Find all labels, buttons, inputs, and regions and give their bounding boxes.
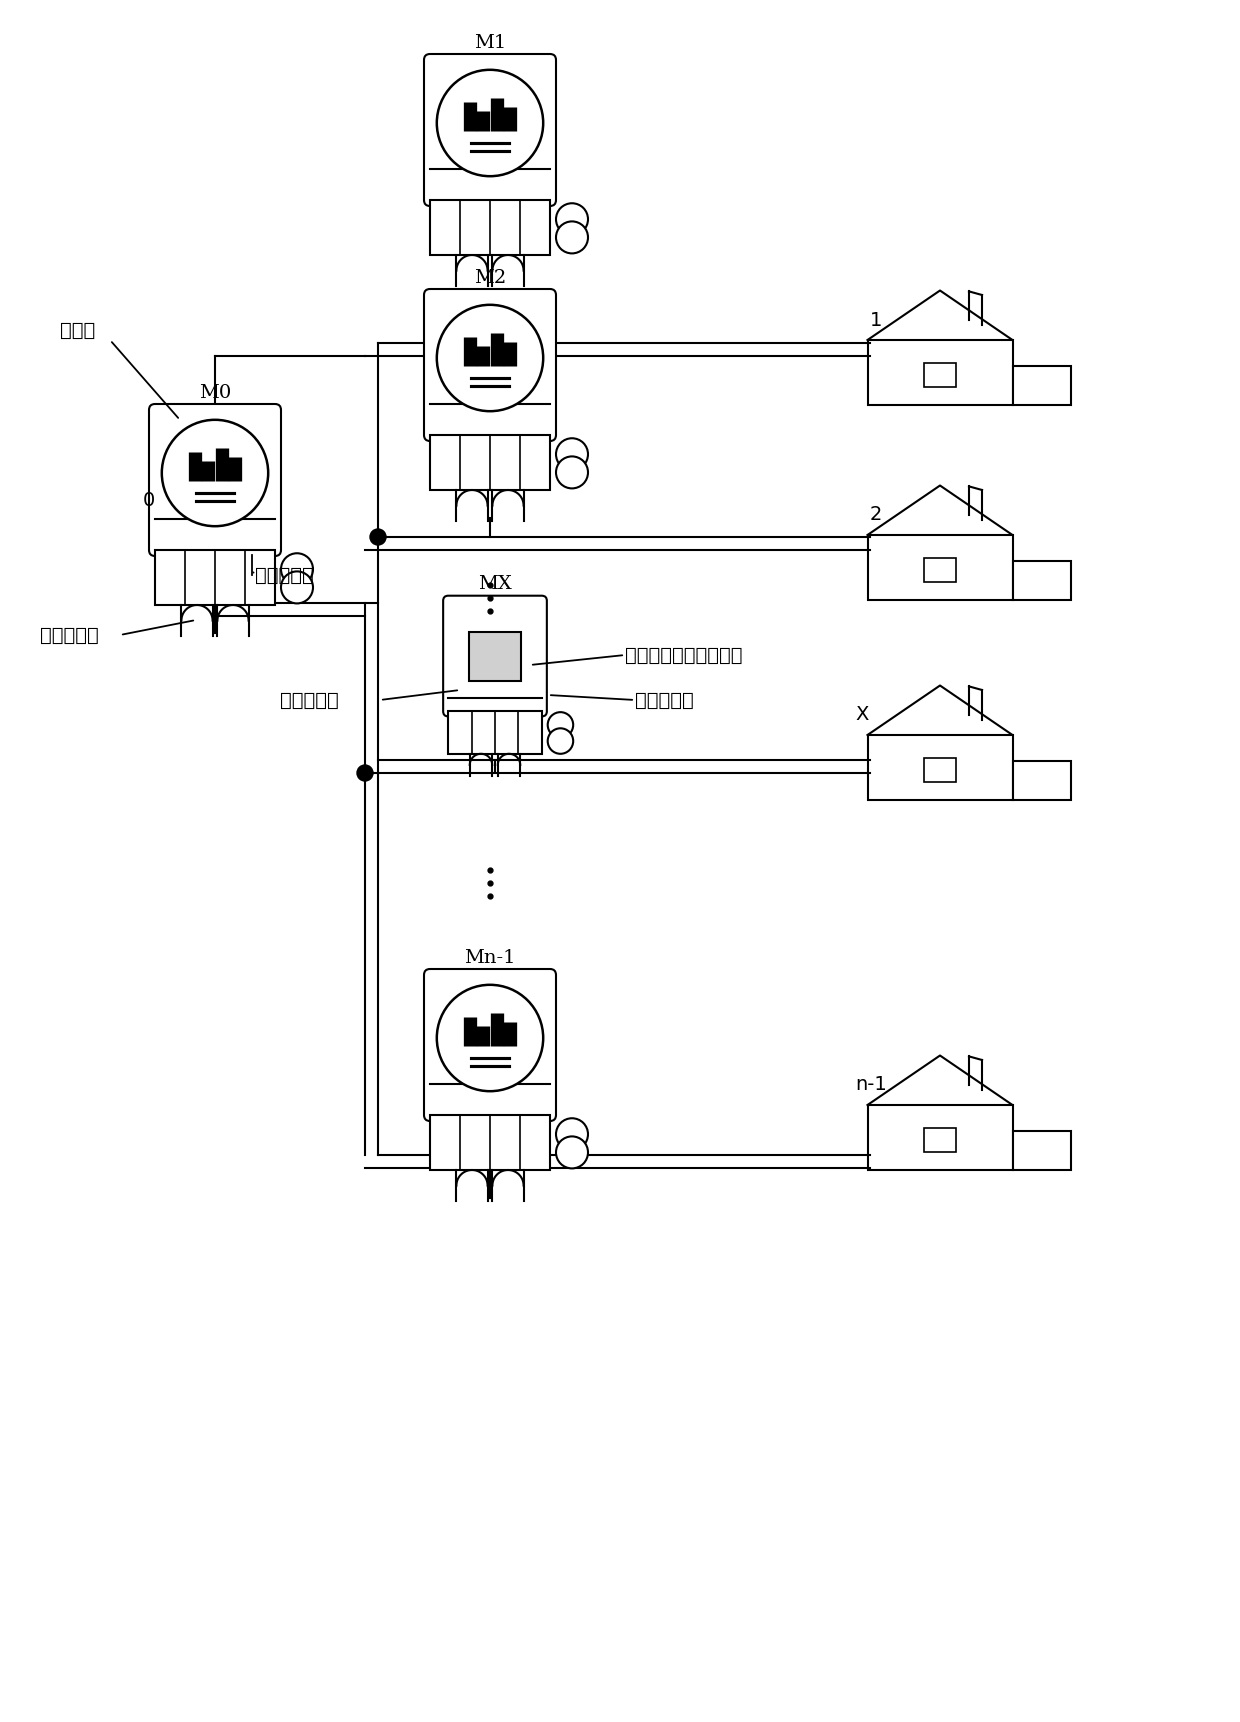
Circle shape <box>370 529 386 544</box>
Circle shape <box>357 765 373 782</box>
Bar <box>1013 761 1070 801</box>
Circle shape <box>556 1118 588 1150</box>
Circle shape <box>436 71 543 176</box>
Bar <box>868 1106 1013 1169</box>
Bar <box>924 558 956 582</box>
Bar <box>1013 1131 1070 1169</box>
FancyBboxPatch shape <box>424 969 556 1121</box>
Circle shape <box>556 222 588 253</box>
Text: M1: M1 <box>474 34 506 52</box>
Circle shape <box>281 572 312 603</box>
Text: 电压互感器: 电压互感器 <box>255 565 314 584</box>
Bar <box>155 549 275 604</box>
Text: 0: 0 <box>143 491 155 510</box>
Text: X: X <box>856 704 868 723</box>
Circle shape <box>556 1137 588 1169</box>
Bar <box>924 1128 956 1152</box>
Circle shape <box>556 203 588 236</box>
Bar <box>868 735 1013 801</box>
Circle shape <box>548 713 573 737</box>
Bar <box>1013 561 1070 599</box>
Circle shape <box>436 305 543 412</box>
Circle shape <box>556 456 588 489</box>
Text: 1: 1 <box>870 310 883 329</box>
FancyBboxPatch shape <box>424 53 556 207</box>
Text: 电压互感器: 电压互感器 <box>635 691 693 709</box>
Bar <box>924 363 956 387</box>
Text: 电能计量芯片及其电路: 电能计量芯片及其电路 <box>625 646 743 665</box>
Text: Mn-1: Mn-1 <box>464 949 516 968</box>
Text: 2: 2 <box>870 506 883 525</box>
Bar <box>924 758 956 782</box>
Bar <box>868 536 1013 599</box>
Text: 电能表: 电能表 <box>60 320 95 339</box>
Bar <box>469 632 521 682</box>
Bar <box>448 711 542 754</box>
Circle shape <box>161 420 268 527</box>
FancyBboxPatch shape <box>149 405 281 556</box>
Circle shape <box>281 553 312 585</box>
Bar <box>868 339 1013 405</box>
Text: n-1: n-1 <box>856 1076 887 1095</box>
FancyBboxPatch shape <box>443 596 547 716</box>
Bar <box>1013 367 1070 405</box>
Bar <box>430 200 551 255</box>
Circle shape <box>548 728 573 754</box>
Text: 电流互感器: 电流互感器 <box>40 625 99 644</box>
Text: M2: M2 <box>474 269 506 288</box>
Bar <box>430 1116 551 1169</box>
Text: 电流互感器: 电流互感器 <box>280 691 339 709</box>
Bar <box>430 436 551 491</box>
Circle shape <box>556 439 588 470</box>
Text: MX: MX <box>479 575 512 592</box>
Circle shape <box>436 985 543 1092</box>
Text: M0: M0 <box>198 384 231 401</box>
FancyBboxPatch shape <box>424 289 556 441</box>
